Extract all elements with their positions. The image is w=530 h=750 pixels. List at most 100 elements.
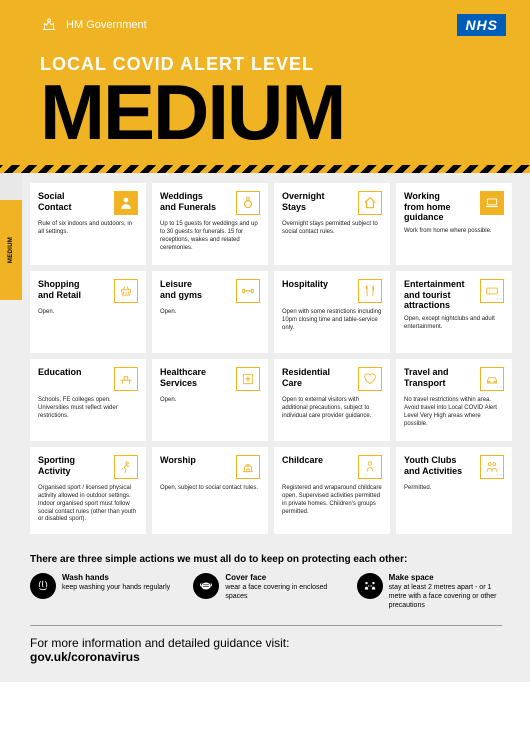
child-icon <box>358 455 382 479</box>
ring-icon <box>236 191 260 215</box>
footer-line1: For more information and detailed guidan… <box>30 636 289 650</box>
actions-row: Wash handskeep washing your hands regula… <box>30 573 502 610</box>
card-title: Education <box>38 367 114 377</box>
card-title: SocialContact <box>38 191 114 212</box>
category-card: Shoppingand Retail Open. <box>30 271 146 353</box>
hands-icon <box>30 573 56 599</box>
category-card: Education Schools, FE colleges open. Univ… <box>30 359 146 441</box>
card-title: Weddingsand Funerals <box>160 191 236 212</box>
card-body: Work from home where possible. <box>404 228 504 236</box>
crown-icon <box>40 16 58 34</box>
category-card: OvernightStays Overnight stays permitted … <box>274 183 390 265</box>
header: HM Government NHS LOCAL COVID ALERT LEVE… <box>0 0 530 173</box>
card-header: ResidentialCare <box>282 367 382 391</box>
heart-icon <box>358 367 382 391</box>
desk-icon <box>114 367 138 391</box>
category-card: WorshipOpen, subject to social contact r… <box>152 447 268 534</box>
sidebar-medium-label: MEDIUM <box>8 237 14 263</box>
card-title: ResidentialCare <box>282 367 358 388</box>
alert-level-title: MEDIUM <box>40 79 506 145</box>
card-title: Leisureand gyms <box>160 279 236 300</box>
header-top-row: HM Government NHS <box>40 14 506 36</box>
hazard-stripe <box>0 165 530 173</box>
card-header: Entertainmentand touristattractions <box>404 279 504 310</box>
card-body: No travel restrictions within area. Avoi… <box>404 397 504 428</box>
mask-icon <box>193 573 219 599</box>
category-card: Workingfrom homeguidance Work from home w… <box>396 183 512 265</box>
actions-section: There are three simple actions we must a… <box>0 544 530 624</box>
card-body: Registered and wraparound childcare open… <box>282 485 382 516</box>
card-body: Organised sport / licensed physical acti… <box>38 485 138 524</box>
footer-url: gov.uk/coronavirus <box>30 650 140 664</box>
card-body: Up to 15 guests for weddings and up to 3… <box>160 221 260 252</box>
gov-branding: HM Government <box>40 16 147 34</box>
worship-icon <box>236 455 260 479</box>
card-body: Open. <box>160 309 260 317</box>
card-header: Youth Clubsand Activities <box>404 455 504 479</box>
home-icon <box>358 191 382 215</box>
gym-icon <box>236 279 260 303</box>
laptop-icon <box>480 191 504 215</box>
card-title: Youth Clubsand Activities <box>404 455 480 476</box>
card-header: HealthcareServices <box>160 367 260 391</box>
car-icon <box>480 367 504 391</box>
card-body: Schools, FE colleges open. Universities … <box>38 397 138 420</box>
category-card: Leisureand gyms Open. <box>152 271 268 353</box>
card-header: Childcare <box>282 455 382 479</box>
card-title: Hospitality <box>282 279 358 289</box>
category-card: Entertainmentand touristattractionsOpen,… <box>396 271 512 353</box>
category-card: Youth Clubsand Activities Permitted. <box>396 447 512 534</box>
cutlery-icon <box>358 279 382 303</box>
card-header: Worship <box>160 455 260 479</box>
distance-icon <box>357 573 383 599</box>
action-text: Cover facewear a face covering in enclos… <box>225 573 338 602</box>
health-icon <box>236 367 260 391</box>
card-body: Permitted. <box>404 485 504 493</box>
card-title: Workingfrom homeguidance <box>404 191 480 222</box>
action-bold: Cover face <box>225 573 338 583</box>
card-header: OvernightStays <box>282 191 382 215</box>
card-title: Childcare <box>282 455 358 465</box>
card-header: Workingfrom homeguidance <box>404 191 504 222</box>
card-body: Open with some restrictions including 10… <box>282 309 382 332</box>
card-header: Weddingsand Funerals <box>160 191 260 215</box>
category-card: Weddingsand Funerals Up to 15 guests for … <box>152 183 268 265</box>
card-header: Leisureand gyms <box>160 279 260 303</box>
card-header: SportingActivity <box>38 455 138 479</box>
actions-heading: There are three simple actions we must a… <box>30 554 502 565</box>
sidebar-medium: MEDIUM <box>0 200 22 300</box>
person-icon <box>114 191 138 215</box>
card-title: OvernightStays <box>282 191 358 212</box>
card-header: SocialContact <box>38 191 138 215</box>
gov-label: HM Government <box>66 19 147 31</box>
card-body: Open. <box>160 397 260 405</box>
card-body: Overnight stays permitted subject to soc… <box>282 221 382 237</box>
card-body: Open to external visitors with additiona… <box>282 397 382 420</box>
nhs-logo: NHS <box>457 14 506 36</box>
action-bold: Make space <box>389 573 502 583</box>
action-item: Make spacestay at least 2 metres apart -… <box>357 573 502 610</box>
category-card: Travel andTransport No travel restriction… <box>396 359 512 441</box>
card-title: Shoppingand Retail <box>38 279 114 300</box>
category-card: ResidentialCare Open to external visitors… <box>274 359 390 441</box>
card-body: Rule of six indoors and outdoors, in all… <box>38 221 138 237</box>
category-card: HealthcareServices Open. <box>152 359 268 441</box>
youth-icon <box>480 455 504 479</box>
card-header: Education <box>38 367 138 391</box>
footer: For more information and detailed guidan… <box>0 636 530 682</box>
category-card: SportingActivity Organised sport / licens… <box>30 447 146 534</box>
action-text: Make spacestay at least 2 metres apart -… <box>389 573 502 610</box>
category-card: SocialContact Rule of six indoors and out… <box>30 183 146 265</box>
action-text: Wash handskeep washing your hands regula… <box>62 573 170 593</box>
footer-divider <box>30 625 502 626</box>
category-card: Hospitality Open with some restrictions i… <box>274 271 390 353</box>
sport-icon <box>114 455 138 479</box>
card-title: HealthcareServices <box>160 367 236 388</box>
action-item: Cover facewear a face covering in enclos… <box>193 573 338 610</box>
ticket-icon <box>480 279 504 303</box>
category-card: Childcare Registered and wraparound child… <box>274 447 390 534</box>
card-title: Travel andTransport <box>404 367 480 388</box>
category-grid: SocialContact Rule of six indoors and out… <box>0 173 530 544</box>
card-body: Open. <box>38 309 138 317</box>
basket-icon <box>114 279 138 303</box>
